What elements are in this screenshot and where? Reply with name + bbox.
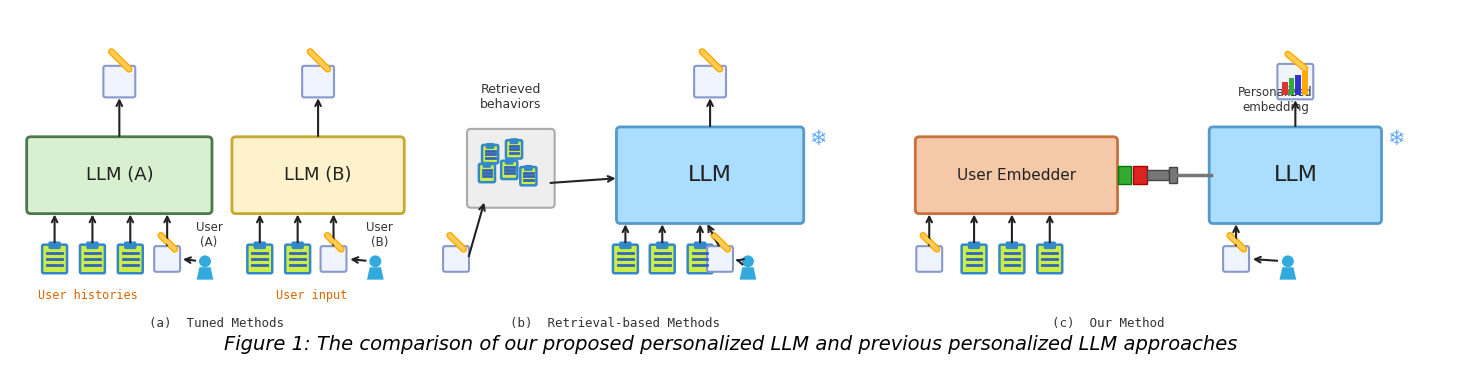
FancyBboxPatch shape — [520, 167, 537, 185]
FancyBboxPatch shape — [1209, 127, 1382, 223]
FancyBboxPatch shape — [124, 242, 136, 248]
FancyBboxPatch shape — [962, 245, 987, 273]
FancyBboxPatch shape — [480, 164, 496, 182]
Polygon shape — [367, 267, 383, 280]
Polygon shape — [196, 267, 213, 280]
FancyBboxPatch shape — [1000, 245, 1025, 273]
FancyBboxPatch shape — [303, 66, 333, 98]
Circle shape — [1282, 256, 1294, 267]
FancyBboxPatch shape — [285, 245, 310, 273]
FancyBboxPatch shape — [1278, 64, 1313, 99]
Circle shape — [199, 256, 211, 267]
Text: Personalized
embedding: Personalized embedding — [1238, 86, 1313, 114]
FancyBboxPatch shape — [80, 245, 105, 273]
Text: User Embedder: User Embedder — [956, 168, 1076, 183]
FancyBboxPatch shape — [510, 139, 518, 144]
FancyBboxPatch shape — [649, 245, 675, 273]
Text: (a)  Tuned Methods: (a) Tuned Methods — [149, 318, 285, 330]
FancyBboxPatch shape — [501, 161, 518, 179]
FancyBboxPatch shape — [969, 242, 980, 248]
FancyBboxPatch shape — [482, 145, 499, 163]
Circle shape — [741, 256, 754, 267]
FancyBboxPatch shape — [104, 66, 136, 98]
FancyBboxPatch shape — [694, 66, 727, 98]
FancyBboxPatch shape — [620, 242, 632, 248]
Text: ❄: ❄ — [808, 129, 826, 149]
FancyBboxPatch shape — [917, 246, 942, 272]
FancyBboxPatch shape — [708, 246, 732, 272]
FancyBboxPatch shape — [1044, 242, 1056, 248]
Text: (c)  Our Method: (c) Our Method — [1053, 318, 1165, 330]
Bar — [1303, 71, 1308, 95]
Text: User input: User input — [276, 288, 346, 302]
FancyBboxPatch shape — [232, 137, 405, 214]
FancyBboxPatch shape — [154, 246, 180, 272]
Text: User
(B): User (B) — [366, 220, 393, 248]
Text: Figure 1: The comparison of our proposed personalized LLM and previous personali: Figure 1: The comparison of our proposed… — [224, 335, 1238, 353]
FancyBboxPatch shape — [915, 137, 1117, 214]
FancyBboxPatch shape — [292, 242, 303, 248]
Text: LLM: LLM — [689, 165, 732, 185]
Text: LLM (B): LLM (B) — [284, 166, 352, 184]
FancyBboxPatch shape — [26, 137, 212, 214]
Bar — [1117, 166, 1132, 184]
FancyBboxPatch shape — [320, 246, 346, 272]
Polygon shape — [1279, 267, 1297, 280]
FancyBboxPatch shape — [484, 163, 491, 167]
FancyBboxPatch shape — [254, 242, 265, 248]
FancyBboxPatch shape — [694, 242, 706, 248]
Bar — [1133, 166, 1148, 184]
Bar — [1170, 167, 1177, 183]
Text: LLM (A): LLM (A) — [85, 166, 154, 184]
FancyBboxPatch shape — [656, 242, 668, 248]
FancyBboxPatch shape — [86, 242, 98, 248]
FancyBboxPatch shape — [466, 129, 554, 208]
FancyBboxPatch shape — [247, 245, 272, 273]
FancyBboxPatch shape — [118, 245, 143, 273]
FancyBboxPatch shape — [443, 246, 469, 272]
FancyBboxPatch shape — [487, 144, 494, 148]
Text: User
(A): User (A) — [196, 220, 222, 248]
Text: ❄: ❄ — [1387, 129, 1404, 149]
FancyBboxPatch shape — [1006, 242, 1018, 248]
FancyBboxPatch shape — [50, 242, 60, 248]
Polygon shape — [740, 267, 756, 280]
Text: LLM: LLM — [1273, 165, 1317, 185]
Text: Retrieved
behaviors: Retrieved behaviors — [480, 83, 541, 111]
FancyBboxPatch shape — [687, 245, 712, 273]
FancyBboxPatch shape — [1224, 246, 1249, 272]
FancyBboxPatch shape — [525, 166, 532, 170]
Bar — [1295, 75, 1301, 95]
FancyBboxPatch shape — [613, 245, 637, 273]
FancyBboxPatch shape — [1038, 245, 1063, 273]
Bar — [1282, 82, 1288, 95]
Text: User histories: User histories — [38, 288, 137, 302]
FancyBboxPatch shape — [42, 245, 67, 273]
FancyBboxPatch shape — [506, 140, 522, 158]
FancyBboxPatch shape — [617, 127, 804, 223]
FancyBboxPatch shape — [506, 160, 513, 164]
Bar — [1148, 170, 1170, 180]
Circle shape — [370, 256, 382, 267]
Text: (b)  Retrieval-based Methods: (b) Retrieval-based Methods — [510, 318, 721, 330]
Bar — [1288, 79, 1294, 95]
